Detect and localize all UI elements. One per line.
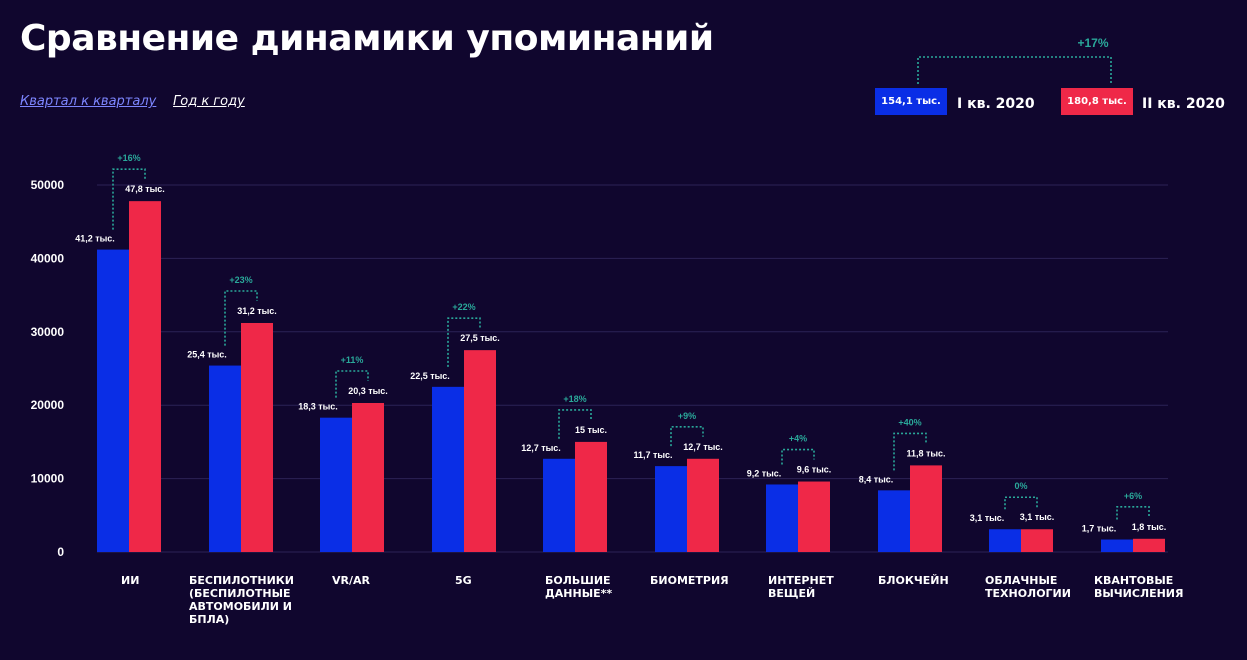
x-tick-label: ОБЛАЧНЫЕ ТЕХНОЛОГИИ <box>985 574 1071 600</box>
bar-q2 <box>129 201 161 552</box>
data-label-q2: 31,2 тыс. <box>237 306 277 316</box>
growth-label: +23% <box>229 275 252 285</box>
data-label-q1: 22,5 тыс. <box>410 371 450 381</box>
bar-q1 <box>97 249 129 553</box>
data-label-q1: 41,2 тыс. <box>75 234 115 244</box>
bar-q1 <box>1101 539 1133 552</box>
bar-q2 <box>910 465 942 552</box>
data-label-q1: 8,4 тыс. <box>859 474 894 484</box>
data-label-q2: 12,7 тыс. <box>683 442 723 452</box>
bar-q2 <box>241 322 273 552</box>
growth-label: +40% <box>898 417 921 427</box>
bar-q1 <box>432 386 464 552</box>
x-tick-label: VR/AR <box>332 574 370 587</box>
growth-label: +9% <box>678 411 696 421</box>
data-label-q1: 3,1 тыс. <box>970 513 1005 523</box>
growth-label: +4% <box>789 434 807 444</box>
legend-growth-label: +17% <box>1077 36 1108 50</box>
bar-q2 <box>798 481 830 552</box>
data-label-q1: 18,3 тыс. <box>298 402 338 412</box>
legend-q1-label: I кв. 2020 <box>957 96 1035 112</box>
bar-q1 <box>543 458 575 552</box>
growth-label: +16% <box>117 153 140 163</box>
x-tick-label: КВАНТОВЫЕ ВЫЧИСЛЕНИЯ <box>1094 574 1184 600</box>
x-tick-label: БОЛЬШИЕ ДАННЫЕ** <box>545 574 613 600</box>
data-label-q2: 47,8 тыс. <box>125 184 165 194</box>
x-tick-label: 5G <box>455 574 472 587</box>
growth-label: +6% <box>1124 491 1142 501</box>
y-tick-label: 20000 <box>31 398 65 412</box>
x-tick-label: БЛОКЧЕЙН <box>878 574 949 587</box>
bar-q1 <box>655 466 687 552</box>
y-tick-label: 50000 <box>31 178 65 192</box>
bar-q1 <box>989 529 1021 552</box>
bar-q2 <box>575 441 607 552</box>
legend-q2-total: 180,8 тыс. <box>1061 88 1133 115</box>
legend-q1-total: 154,1 тыс. <box>875 88 947 115</box>
page-title: Сравнение динамики упоминаний <box>20 18 714 59</box>
data-label-q1: 11,7 тыс. <box>633 450 672 460</box>
data-label-q2: 9,6 тыс. <box>797 465 832 475</box>
tab-quarter-to-quarter[interactable]: Квартал к кварталу <box>20 94 157 109</box>
growth-label: +11% <box>341 355 364 365</box>
growth-bracket <box>670 425 704 447</box>
bar-q2 <box>352 402 384 552</box>
growth-label: +18% <box>563 394 586 404</box>
bar-q2 <box>687 458 719 552</box>
y-tick-label: 10000 <box>31 472 65 486</box>
growth-label: 0% <box>1014 481 1027 491</box>
growth-bracket <box>1004 496 1038 510</box>
data-label-q1: 9,2 тыс. <box>747 468 782 478</box>
data-label-q1: 25,4 тыс. <box>187 350 227 360</box>
growth-label: +22% <box>452 302 475 312</box>
legend-growth-bracket <box>917 56 1112 84</box>
legend-q2-label: II кв. 2020 <box>1142 96 1225 112</box>
y-tick-label: 30000 <box>31 325 65 339</box>
growth-bracket <box>781 448 815 465</box>
bar-q2 <box>1133 538 1165 552</box>
data-label-q1: 12,7 тыс. <box>521 443 561 453</box>
bar-q1 <box>878 490 910 552</box>
data-label-q2: 1,8 тыс. <box>1132 522 1167 532</box>
growth-bracket <box>335 370 369 398</box>
x-tick-label: ИНТЕРНЕТ ВЕЩЕЙ <box>768 574 834 600</box>
bar-q1 <box>320 417 352 552</box>
x-tick-label: БЕСПИЛОТНИКИ (БЕСПИЛОТНЫЕ АВТОМОБИЛИ И Б… <box>189 574 294 626</box>
y-tick-label: 0 <box>57 545 64 559</box>
data-label-q2: 27,5 тыс. <box>460 333 500 343</box>
tab-year-to-year[interactable]: Год к году <box>173 94 245 109</box>
growth-bracket <box>1116 505 1150 520</box>
data-label-q2: 15 тыс. <box>575 425 607 435</box>
bar-q1 <box>766 484 798 552</box>
growth-bracket <box>447 317 481 367</box>
y-tick-label: 40000 <box>31 251 65 265</box>
data-label-q2: 3,1 тыс. <box>1020 512 1055 522</box>
bar-q2 <box>464 350 496 552</box>
growth-bracket <box>558 409 592 439</box>
growth-bracket <box>112 168 146 230</box>
growth-bracket <box>893 432 927 471</box>
x-tick-label: ИИ <box>121 574 140 587</box>
data-label-q2: 20,3 тыс. <box>348 386 388 396</box>
x-tick-label: БИОМЕТРИЯ <box>650 574 729 587</box>
bar-q2 <box>1021 529 1053 552</box>
data-label-q2: 11,8 тыс. <box>906 448 945 458</box>
data-label-q1: 1,7 тыс. <box>1082 524 1117 534</box>
bar-q1 <box>209 365 241 552</box>
